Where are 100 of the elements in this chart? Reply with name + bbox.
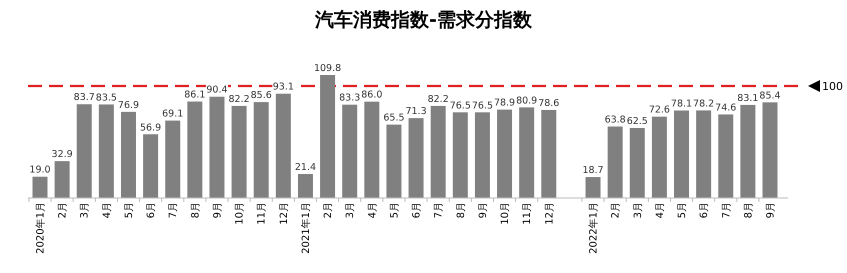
bar: [474, 112, 490, 198]
bar: [740, 104, 756, 198]
x-tick-label: 3月: [632, 202, 644, 218]
bar: [696, 110, 712, 198]
bar: [254, 102, 269, 198]
x-tick-label: 2022年1月: [588, 202, 600, 254]
bar: [98, 104, 114, 198]
bar: [386, 124, 402, 198]
bar: [652, 116, 667, 198]
x-tick-label: 2021年1月: [300, 202, 312, 254]
x-tick-label: 8月: [456, 202, 467, 218]
bar: [187, 102, 202, 198]
x-tick-label: 10月: [500, 202, 512, 225]
x-tick-label: 7月: [434, 202, 445, 218]
data-label: 62.5: [626, 116, 648, 127]
x-tick-label: 2020年1月: [34, 202, 46, 254]
data-label: 76.9: [118, 100, 140, 111]
bar: [298, 174, 313, 198]
x-tick-label: 5月: [124, 202, 135, 218]
bar: [32, 176, 48, 198]
x-tick-label: 12月: [544, 202, 556, 225]
bar: [54, 161, 70, 198]
data-label: 83.7: [74, 92, 95, 104]
x-tick-label: 9月: [766, 202, 776, 218]
data-label: 78.9: [494, 98, 516, 109]
data-label: 80.9: [516, 95, 538, 106]
data-label: 78.2: [693, 98, 714, 110]
x-tick-label: 9月: [212, 202, 224, 218]
bar: [76, 104, 92, 198]
bar: [408, 118, 424, 198]
data-label: 32.9: [52, 149, 73, 160]
x-tick-label: 9月: [478, 202, 489, 218]
x-tick-label: 4月: [654, 202, 666, 218]
data-label: 85.6: [250, 90, 272, 102]
ref-line-label: 100: [822, 80, 843, 93]
x-tick-label: 7月: [168, 202, 180, 218]
data-label: 19.0: [29, 164, 51, 176]
data-label: 69.1: [162, 108, 184, 120]
x-tick-label: 11月: [522, 202, 534, 225]
x-tick-label: 8月: [190, 202, 202, 218]
data-label: 74.6: [715, 102, 736, 114]
data-label: 82.2: [228, 94, 250, 105]
data-label: 78.1: [670, 98, 692, 110]
x-tick-label: 11月: [256, 202, 268, 225]
data-label: 72.6: [648, 104, 670, 116]
data-label: 86.1: [184, 90, 206, 101]
bar: [143, 134, 158, 198]
x-tick-label: 4月: [367, 202, 378, 218]
bar: [232, 106, 247, 198]
chart-title: 汽车消费指数-需求分指数: [314, 9, 533, 31]
bar: [541, 110, 556, 198]
data-label: 85.4: [759, 90, 781, 102]
data-label: 83.1: [737, 92, 758, 104]
data-label: 78.6: [538, 98, 560, 109]
data-label: 90.4: [206, 84, 228, 96]
x-tick-label: 4月: [102, 202, 113, 218]
x-tick-label: 5月: [389, 202, 400, 218]
data-label: 71.3: [405, 106, 427, 118]
bar: [209, 96, 224, 198]
bar: [519, 107, 534, 198]
bar: [630, 128, 645, 198]
x-tick-label: 3月: [80, 202, 91, 218]
x-tick-label: 2月: [58, 202, 69, 218]
x-tick-label: 2月: [610, 202, 622, 218]
bar: [762, 102, 778, 198]
data-label: 56.9: [140, 122, 162, 134]
bar: [718, 114, 734, 198]
data-label: 76.5: [472, 100, 493, 112]
data-label: 65.5: [383, 112, 405, 124]
x-tick-label: 12月: [278, 202, 290, 225]
data-label: 63.8: [604, 114, 626, 126]
bar: [276, 94, 291, 198]
x-tick-label: 8月: [743, 202, 754, 218]
bar: [674, 110, 690, 198]
data-label: 18.7: [582, 165, 604, 176]
x-tick-label: 6月: [146, 202, 158, 218]
x-tick-label: 2月: [323, 202, 334, 218]
bar: [430, 106, 446, 198]
data-label: 76.5: [450, 100, 471, 112]
bar: [364, 102, 380, 198]
data-label: 86.0: [361, 90, 382, 101]
x-tick-label: 5月: [677, 202, 688, 218]
bar: [586, 177, 601, 198]
data-label: 21.4: [294, 162, 316, 174]
data-label: 83.5: [96, 92, 117, 104]
bar: [608, 126, 623, 198]
data-label: 83.3: [339, 92, 360, 104]
bar: [342, 104, 358, 198]
x-tick-label: 6月: [699, 202, 710, 218]
bar: [497, 110, 512, 198]
x-tick-label: 7月: [721, 202, 732, 218]
bar: [452, 112, 468, 198]
data-label: 93.1: [272, 82, 294, 93]
data-label: 82.2: [428, 94, 449, 105]
x-tick-label: 10月: [234, 202, 246, 225]
bar: [165, 120, 180, 198]
x-tick-label: 6月: [412, 202, 423, 218]
bar: [320, 75, 336, 198]
x-tick-label: 3月: [345, 202, 356, 218]
bar: [120, 112, 136, 198]
